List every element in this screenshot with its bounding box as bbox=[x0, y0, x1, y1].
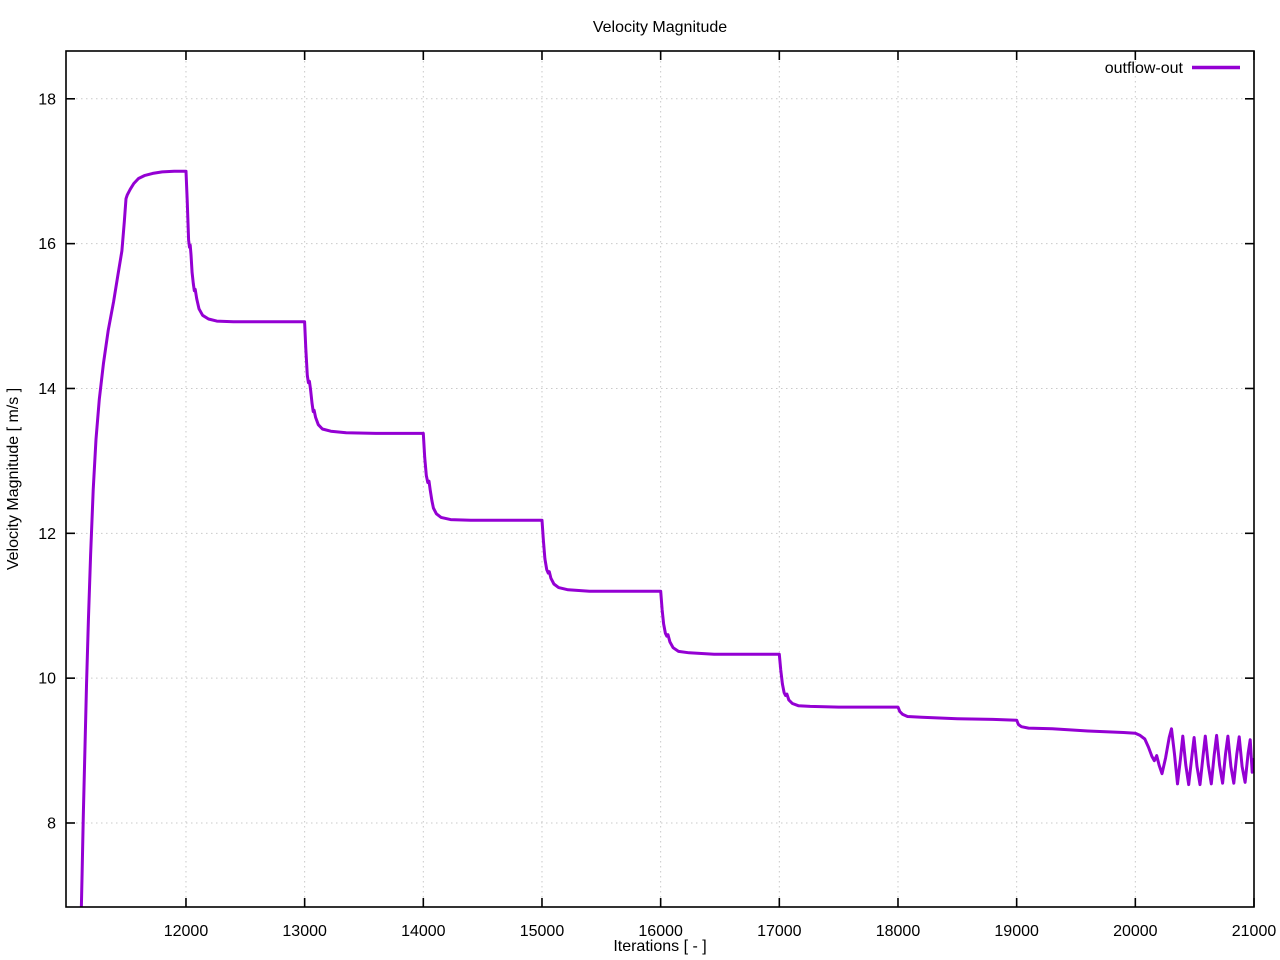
y-tick-label: 18 bbox=[38, 91, 56, 108]
y-tick-label: 8 bbox=[47, 815, 56, 832]
axis-tick-labels: 12000 13000 14000 15000 16000 17000 18000 19000… bbox=[38, 91, 1276, 940]
page-title: Velocity Magnitude bbox=[593, 19, 727, 36]
x-tick-label: 18000 bbox=[876, 923, 921, 940]
axis-ticks bbox=[66, 51, 1255, 907]
x-tick-label: 12000 bbox=[164, 923, 209, 940]
x-tick-label: 16000 bbox=[638, 923, 683, 940]
x-tick-label: 19000 bbox=[994, 923, 1039, 940]
x-tick-label: 17000 bbox=[757, 923, 802, 940]
x-tick-label: 20000 bbox=[1113, 923, 1158, 940]
y-tick-label: 10 bbox=[38, 671, 56, 688]
plot-border bbox=[65, 50, 1255, 908]
y-tick-label: 14 bbox=[38, 381, 56, 398]
series-layer bbox=[79, 169, 1254, 907]
x-tick-label: 21000 bbox=[1232, 923, 1277, 940]
legend-label: outflow-out bbox=[1105, 60, 1184, 77]
grid-lines bbox=[66, 51, 1255, 907]
y-tick-label: 12 bbox=[38, 526, 56, 543]
outflow-out-series-line bbox=[79, 169, 1254, 907]
x-axis-label: Iterations [ - ] bbox=[613, 938, 706, 955]
x-tick-label: 13000 bbox=[282, 923, 327, 940]
legend: outflow-out bbox=[1105, 60, 1240, 77]
x-tick-label: 14000 bbox=[401, 923, 446, 940]
x-tick-label: 15000 bbox=[520, 923, 565, 940]
y-tick-label: 16 bbox=[38, 236, 56, 253]
y-axis-label: Velocity Magnitude [ m/s ] bbox=[5, 388, 22, 570]
